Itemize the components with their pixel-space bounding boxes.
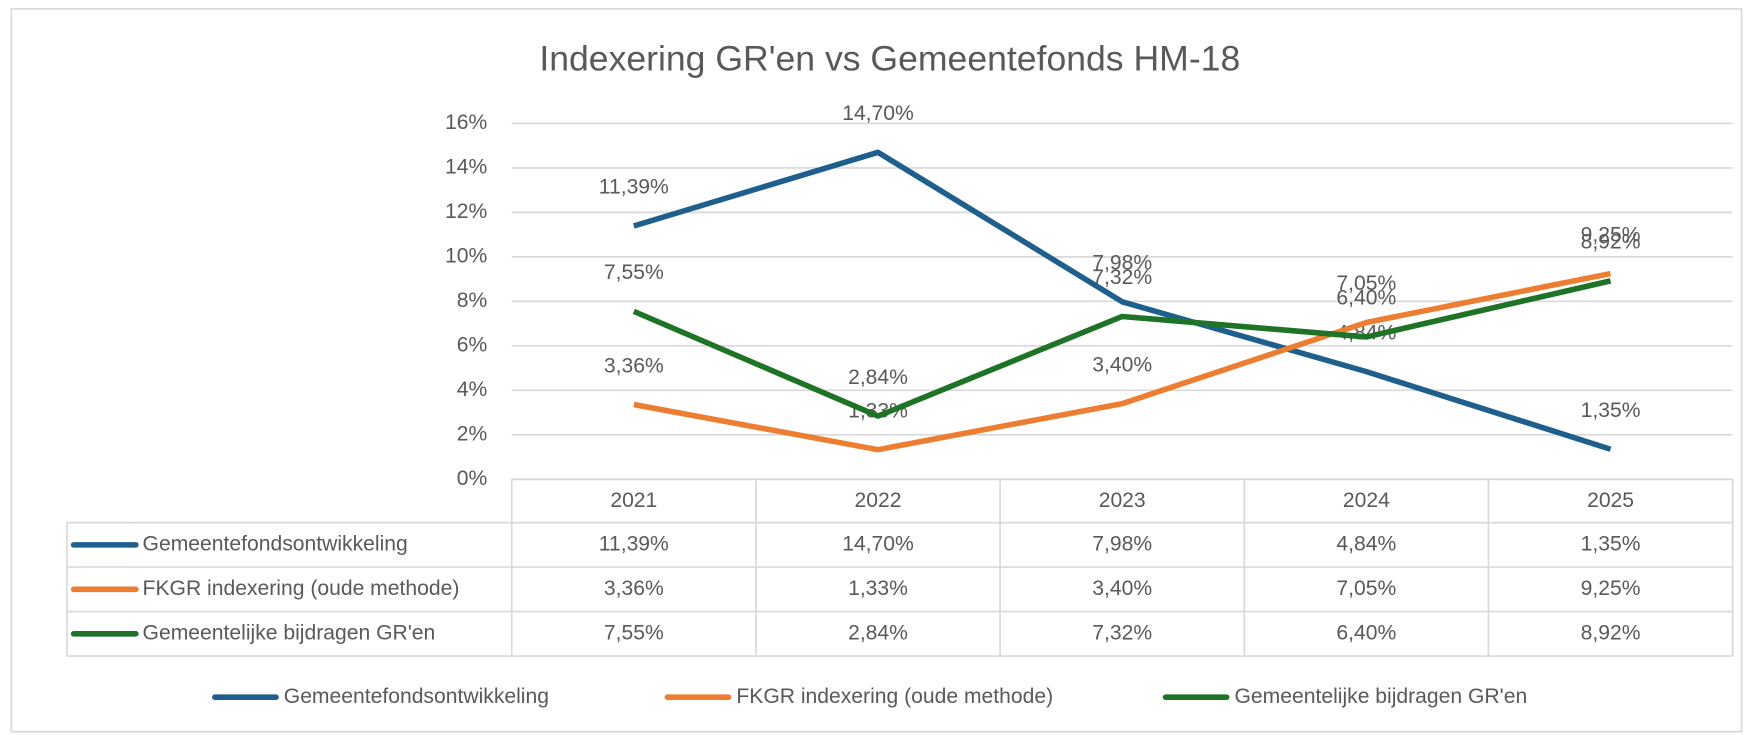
series-line [632,278,1612,419]
data-label: 3,40% [1092,353,1152,376]
legend-label: Gemeentelijke bijdragen GR'en [1234,685,1527,708]
x-tick-label: 2022 [855,489,902,512]
series-line [633,270,1612,453]
table-cell: 8,92% [1581,621,1641,644]
data-label: 2,84% [848,366,908,389]
table-cell: 9,25% [1581,577,1641,600]
table-cell: 7,98% [1092,532,1152,555]
data-label: 7,05% [1336,272,1396,295]
y-tick-label: 8% [457,289,488,312]
y-tick-label: 4% [457,378,488,401]
data-label: 1,33% [848,399,908,422]
y-tick-label: 2% [457,422,488,445]
data-label: 7,32% [1092,266,1152,289]
y-tick-label: 12% [445,200,487,223]
table-row-label: Gemeentefondsontwikkeling [143,532,408,555]
data-label: 7,98% [1092,252,1152,275]
table-cell: 4,84% [1336,532,1396,555]
table-cell: 2,84% [848,621,908,644]
data-label: 8,92% [1581,231,1641,254]
data-label: 14,70% [842,102,914,125]
legend-label: FKGR indexering (oude methode) [736,685,1053,708]
table-cell: 6,40% [1336,621,1396,644]
legend-label: Gemeentefondsontwikkeling [284,685,549,708]
data-label: 1,35% [1581,399,1641,422]
table-row-label: FKGR indexering (oude methode) [143,577,460,600]
x-tick-label: 2025 [1587,489,1634,512]
table-cell: 7,32% [1092,621,1152,644]
table-cell: 3,40% [1092,577,1152,600]
y-tick-label: 16% [445,111,487,134]
y-tick-label: 6% [457,333,488,356]
x-tick-label: 2023 [1099,489,1146,512]
x-tick-label: 2021 [610,489,657,512]
table-cell: 1,35% [1581,532,1641,555]
chart-title: Indexering GR'en vs Gemeentefonds HM-18 [539,39,1240,79]
y-tick-label: 14% [445,155,487,178]
x-tick-label: 2024 [1343,489,1390,512]
data-label: 9,25% [1581,223,1641,246]
table-cell: 11,39% [599,532,669,555]
series-line [633,149,1612,452]
table-cell: 3,36% [604,577,664,600]
data-label: 3,36% [604,354,664,377]
data-label: 11,39% [599,176,669,199]
data-label: 7,55% [604,261,664,284]
table-cell: 7,05% [1336,577,1396,600]
table-cell: 14,70% [842,532,914,555]
table-row-label: Gemeentelijke bijdragen GR'en [143,621,436,644]
y-tick-label: 10% [445,244,487,267]
table-cell: 1,33% [848,577,908,600]
y-tick-label: 0% [457,467,488,490]
table-cell: 7,55% [604,621,664,644]
data-label: 6,40% [1336,287,1396,310]
